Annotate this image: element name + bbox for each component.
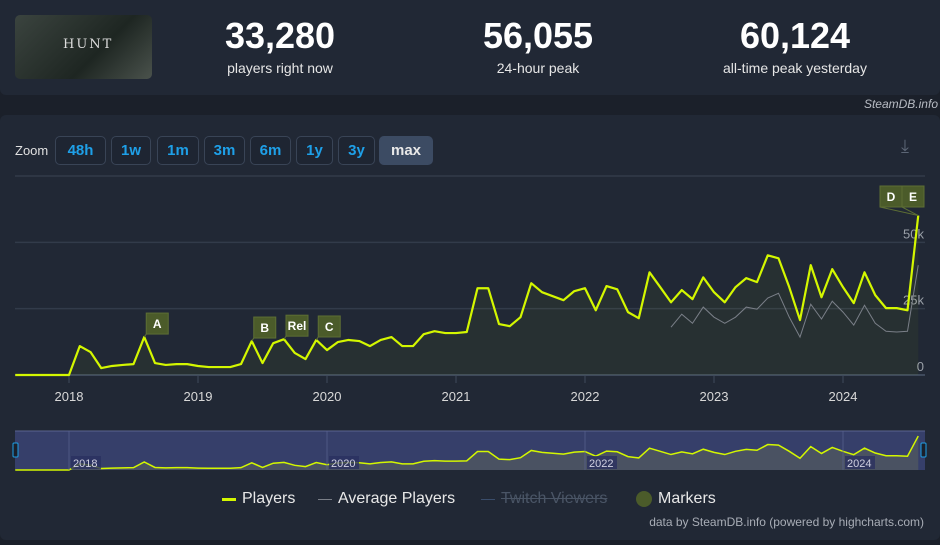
twitch-swatch-icon (481, 498, 495, 500)
navigator-area (15, 436, 919, 470)
x-tick-label: 2018 (55, 389, 84, 404)
stat-value: 60,124 (739, 15, 851, 56)
legend-twitch-viewers[interactable]: Twitch Viewers (481, 490, 607, 508)
download-icon[interactable]: ⤓ (901, 136, 909, 156)
navigator-tick-label: 2020 (331, 458, 355, 470)
zoom-button-6m[interactable]: 6m (250, 136, 291, 165)
legend-players[interactable]: Players (222, 490, 295, 508)
navigator-line (15, 435, 919, 471)
players-swatch-icon (222, 497, 236, 501)
navigator-tick-label: 2018 (73, 458, 97, 470)
stats-header: HUNT 33,280 players right now 56,055 24-ho… (0, 0, 940, 95)
players-line (15, 215, 920, 377)
marker-flag (901, 185, 925, 208)
navigator-label-bg (71, 456, 101, 469)
y-tick-label: 50k (903, 226, 924, 241)
marker-flag (145, 312, 169, 335)
zoom-button-48h[interactable]: 48h (55, 136, 106, 165)
marker-flag (253, 316, 277, 339)
navigator-tick-label: 2022 (589, 458, 613, 470)
y-tick-label: 0 (917, 359, 924, 374)
game-cover-image[interactable]: HUNT (15, 15, 152, 79)
zoom-button-max[interactable]: max (379, 136, 433, 165)
marker-c[interactable]: C (315, 315, 341, 341)
x-tick-label: 2020 (313, 389, 342, 404)
navigator-label-bg (845, 456, 875, 469)
zoom-button-1y[interactable]: 1y (296, 136, 333, 165)
marker-label: B (260, 321, 269, 335)
stat-label: all-time peak yesterday (723, 60, 867, 76)
x-tick-label: 2024 (829, 389, 858, 404)
x-tick-label: 2023 (700, 389, 729, 404)
legend-markers[interactable]: Markers (636, 490, 716, 508)
stat-all-time-peak: 60,124 all-time peak yesterday (695, 15, 895, 77)
stat-value: 56,055 (482, 15, 594, 56)
legend-label: Twitch Viewers (501, 490, 608, 507)
highcharts-credit[interactable]: data by SteamDB.info (powered by highcha… (649, 515, 924, 529)
marker-stem (901, 206, 919, 216)
legend-label: Average Players (338, 490, 456, 507)
zoom-button-3y[interactable]: 3y (338, 136, 375, 165)
marker-label: A (153, 317, 162, 331)
legend-average-players[interactable]: Average Players (318, 490, 455, 508)
stat-value: 33,280 (224, 15, 336, 56)
navigator-tick-label: 2024 (847, 458, 871, 470)
game-logo: HUNT (63, 37, 114, 52)
marker-label: Rel (288, 319, 307, 333)
players-area (15, 215, 919, 375)
stat-label: 24-hour peak (496, 60, 580, 76)
zoom-button-1m[interactable]: 1m (157, 136, 199, 165)
marker-rel[interactable]: Rel (283, 314, 309, 340)
x-tick-label: 2022 (571, 389, 600, 404)
navigator-handle-right[interactable] (920, 442, 927, 458)
marker-a[interactable]: A (143, 312, 169, 338)
zoom-button-3m[interactable]: 3m (204, 136, 245, 165)
navigator-label-bg (329, 456, 359, 469)
marker-flag (285, 314, 309, 337)
marker-e[interactable]: E (901, 185, 925, 216)
x-tick-label: 2019 (184, 389, 213, 404)
legend-label: Players (242, 490, 296, 507)
navigator-label-bg (587, 456, 617, 469)
stat-24h-peak: 56,055 24-hour peak (438, 15, 638, 77)
marker-stem (879, 206, 919, 217)
legend-label: Markers (658, 490, 716, 507)
marker-b[interactable]: B (251, 316, 277, 342)
markers-swatch-icon (636, 491, 652, 507)
average-players-line (670, 265, 919, 339)
navigator-handle-left[interactable] (12, 442, 19, 458)
x-tick-label: 2021 (442, 389, 471, 404)
zoom-label: Zoom (15, 143, 49, 158)
steamdb-credit[interactable]: SteamDB.info (863, 97, 938, 111)
marker-label: D (887, 190, 896, 204)
marker-label: E (909, 190, 917, 204)
zoom-button-1w[interactable]: 1w (111, 136, 151, 165)
average-swatch-icon (318, 498, 332, 500)
stat-label: players right now (227, 60, 333, 76)
stat-players-now: 33,280 players right now (180, 15, 380, 77)
marker-label: C (325, 320, 334, 334)
marker-flag (317, 315, 341, 338)
